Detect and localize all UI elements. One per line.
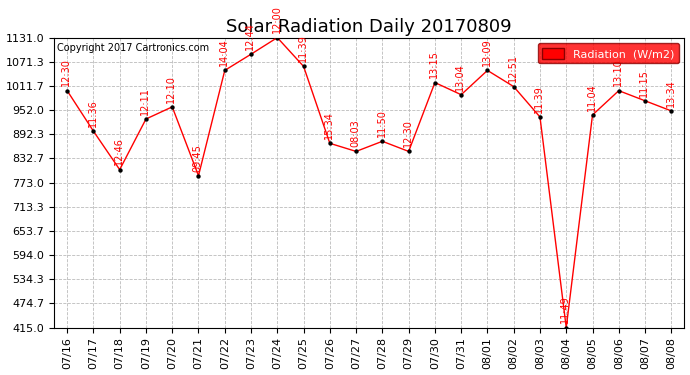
Point [482,68,493,74]
Point [403,148,414,154]
Text: 08:03: 08:03 [351,120,360,147]
Text: 11:36: 11:36 [88,99,97,127]
Text: 09:45: 09:45 [193,144,203,171]
Text: 13:04: 13:04 [455,63,465,90]
Point [246,51,257,57]
Text: 12:10: 12:10 [166,75,177,103]
Point [455,92,466,98]
Text: 11:39: 11:39 [534,85,544,113]
Point [193,173,204,179]
Point [272,34,283,40]
Point [167,104,178,110]
Text: Copyright 2017 Cartronics.com: Copyright 2017 Cartronics.com [57,44,209,53]
Point [429,80,440,86]
Text: 13:34: 13:34 [665,79,676,107]
Legend: Radiation  (W/m2): Radiation (W/m2) [538,43,679,63]
Point [640,98,651,104]
Title: Solar Radiation Daily 20170809: Solar Radiation Daily 20170809 [226,18,512,36]
Point [61,88,72,94]
Point [535,114,546,120]
Point [298,63,309,69]
Text: 13:15: 13:15 [429,51,439,78]
Point [351,148,362,154]
Point [219,68,230,74]
Text: 12:11: 12:11 [140,87,150,115]
Text: 12:30: 12:30 [61,58,71,87]
Text: 11:04: 11:04 [586,83,597,111]
Text: 11:49: 11:49 [560,296,571,323]
Text: 12:44: 12:44 [245,22,255,50]
Text: 15:34: 15:34 [324,111,334,139]
Point [88,128,99,134]
Text: 11:50: 11:50 [377,109,386,137]
Text: 13:10: 13:10 [613,59,623,87]
Text: 12:30: 12:30 [403,119,413,147]
Point [324,140,335,146]
Point [613,88,624,94]
Text: 13:09: 13:09 [482,39,491,66]
Point [561,325,572,331]
Point [141,116,152,122]
Text: 11:15: 11:15 [639,69,649,97]
Point [666,108,677,114]
Text: 12:00: 12:00 [271,6,282,33]
Point [377,138,388,144]
Point [587,112,598,118]
Text: 12:46: 12:46 [114,138,124,165]
Point [509,84,520,90]
Text: 14:04: 14:04 [219,39,229,66]
Point [114,166,125,172]
Text: 11:39: 11:39 [297,34,308,62]
Text: 12:51: 12:51 [508,54,518,82]
